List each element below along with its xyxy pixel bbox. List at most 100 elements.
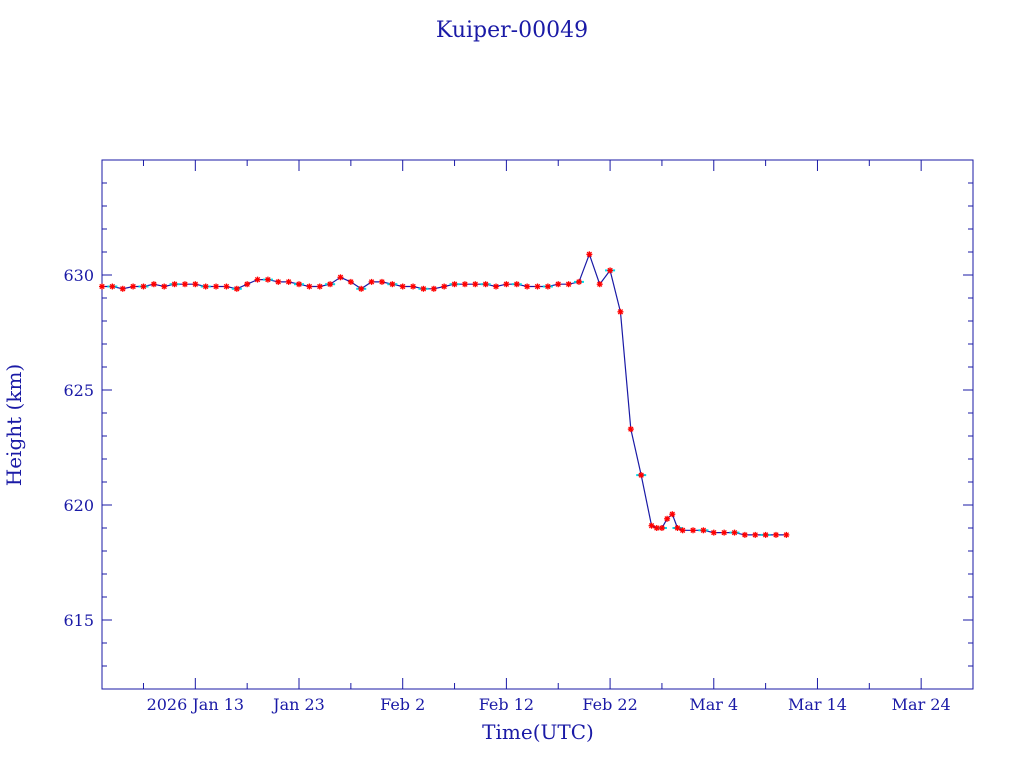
data-point [296, 281, 303, 288]
marker-stroke [472, 281, 478, 287]
marker-stroke [545, 283, 551, 290]
marker-stroke [711, 529, 717, 536]
data-point [347, 278, 354, 285]
data-point [109, 283, 116, 290]
marker-stroke [597, 281, 603, 287]
data-point [399, 283, 406, 290]
marker-stroke [285, 279, 292, 285]
marker-stroke [462, 281, 468, 287]
data-point [721, 529, 728, 536]
marker-stroke [140, 283, 147, 290]
marker-stroke [327, 281, 333, 287]
x-tick-label: Mar 24 [892, 695, 951, 714]
data-point [638, 472, 645, 479]
marker-stroke [586, 251, 593, 257]
plot-border [101, 159, 974, 690]
x-tick-label: Feb 2 [380, 695, 425, 714]
data-point [254, 276, 261, 283]
marker-stroke [742, 532, 748, 538]
data-point [461, 281, 468, 288]
highlight-markers [107, 269, 771, 536]
series-line [102, 252, 787, 536]
data-point [202, 283, 209, 290]
data-point [368, 278, 375, 285]
data-markers [99, 251, 790, 538]
data-point [772, 531, 779, 538]
marker-stroke [576, 279, 582, 285]
data-point [658, 525, 665, 531]
data-point [316, 283, 323, 290]
x-tick-label: Feb 12 [479, 695, 534, 714]
data-point [741, 531, 748, 538]
marker-stroke [348, 279, 354, 285]
marker-stroke [690, 527, 696, 533]
data-point [213, 283, 220, 290]
data-point [233, 285, 240, 292]
marker-stroke [368, 279, 375, 285]
marker-stroke [731, 529, 738, 536]
data-point [389, 281, 396, 288]
data-point [513, 281, 520, 288]
y-tick-label: 625 [63, 381, 94, 400]
plot-frame [101, 159, 974, 690]
marker-stroke [213, 283, 219, 290]
marker-stroke [555, 281, 561, 287]
marker-stroke [223, 283, 230, 290]
marker-stroke [680, 527, 686, 533]
marker-stroke [524, 283, 530, 290]
data-point [99, 283, 105, 290]
marker-stroke [244, 281, 250, 287]
marker-stroke [99, 283, 105, 290]
marker-stroke [514, 281, 520, 287]
marker-stroke [130, 283, 136, 290]
marker-stroke [161, 283, 167, 290]
data-point [752, 531, 759, 538]
data-point [586, 251, 593, 258]
x-tick-label: Mar 14 [788, 695, 847, 714]
marker-stroke [628, 426, 634, 432]
data-point [244, 281, 251, 288]
x-tick-labels: 2026 Jan 13 Jan 23 Feb 2 Feb 12 Feb 22 Mar 4 M… [147, 695, 951, 714]
x-tick-label: Jan 23 [271, 695, 325, 714]
marker-stroke [617, 309, 624, 315]
data-point [493, 283, 500, 290]
marker-stroke [203, 283, 209, 290]
marker-stroke [664, 516, 670, 522]
marker-stroke [441, 283, 447, 290]
y-tick-label: 620 [63, 496, 94, 515]
data-point [648, 522, 655, 529]
marker-stroke [700, 527, 707, 533]
marker-stroke [192, 281, 198, 287]
y-tick-label: 630 [63, 266, 94, 285]
data-point [607, 267, 614, 274]
marker-stroke [234, 286, 240, 292]
marker-stroke [379, 279, 385, 285]
data-point [690, 527, 697, 534]
data-point [783, 531, 790, 538]
marker-stroke [503, 281, 510, 287]
x-tick-label: Feb 22 [582, 695, 637, 714]
y-tick-labels: 615 620 625 630 [63, 266, 94, 630]
x-axis-label: Time(UTC) [482, 720, 594, 744]
marker-stroke [389, 281, 395, 287]
marker-stroke [171, 281, 178, 287]
marker-stroke [451, 281, 458, 287]
data-point [181, 281, 188, 288]
data-point [140, 283, 147, 290]
marker-stroke [773, 532, 779, 538]
marker-stroke [410, 283, 416, 290]
marker-stroke [400, 283, 406, 290]
data-point [627, 426, 634, 433]
marker-stroke [721, 529, 727, 536]
marker-stroke [420, 286, 427, 292]
data-point [472, 281, 479, 288]
data-point [358, 285, 365, 292]
data-point [161, 283, 168, 290]
marker-stroke [674, 525, 681, 531]
marker-stroke [607, 267, 613, 274]
data-point [264, 276, 271, 283]
data-point [524, 283, 531, 290]
data-point [575, 278, 582, 285]
data-point [119, 285, 126, 292]
